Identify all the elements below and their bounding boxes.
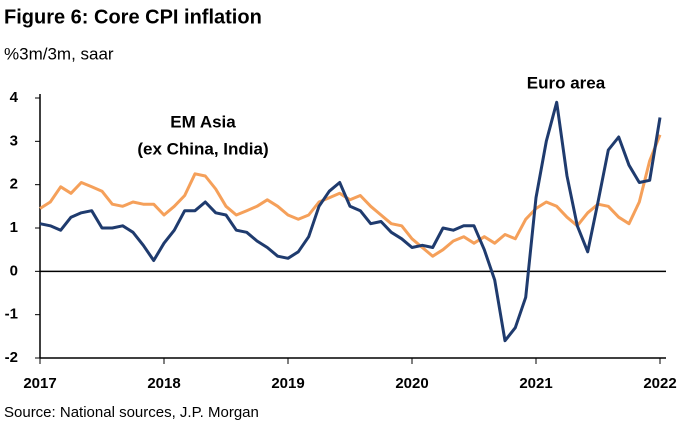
y-tick-label: 4 bbox=[10, 89, 19, 106]
series-line bbox=[39, 134, 662, 258]
annotation: EM Asia bbox=[170, 112, 236, 131]
y-tick-label: -1 bbox=[5, 306, 18, 323]
y-tick-label: 3 bbox=[10, 132, 18, 149]
y-tick-label: 0 bbox=[10, 262, 18, 279]
annotation: (ex China, India) bbox=[137, 139, 268, 158]
x-tick-label: 2021 bbox=[519, 375, 552, 392]
series-line bbox=[39, 100, 662, 343]
source: Source: National sources, J.P. Morgan bbox=[4, 404, 259, 421]
x-tick-label: 2020 bbox=[395, 375, 428, 392]
annotation: Euro area bbox=[527, 73, 606, 92]
chart-subtitle: %3m/3m, saar bbox=[4, 44, 114, 63]
y-tick-label: 2 bbox=[10, 176, 18, 193]
x-tick-label: 2017 bbox=[23, 375, 56, 392]
x-tick-label: 2018 bbox=[147, 375, 180, 392]
x-tick-label: 2019 bbox=[271, 375, 304, 392]
x-tick-label: 2022 bbox=[643, 375, 676, 392]
chart-title: Figure 6: Core CPI inflation bbox=[4, 6, 262, 28]
y-tick-label: -2 bbox=[5, 349, 18, 366]
y-tick-label: 1 bbox=[10, 219, 18, 236]
